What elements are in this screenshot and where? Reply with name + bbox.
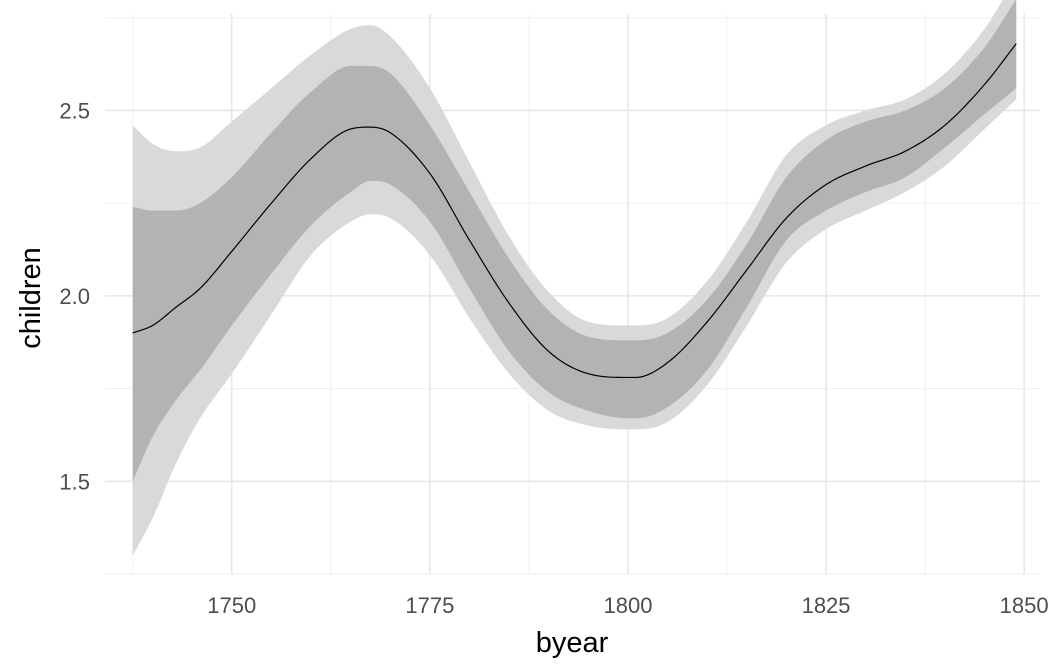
y-tick-labels: 1.5 2.0 2.5 [59,98,90,494]
inner-band [132,0,1017,482]
x-axis-title: byear [536,627,609,659]
y-tick-label: 1.5 [59,469,90,494]
x-tick-label: 1750 [207,593,256,618]
x-tick-label: 1775 [405,593,454,618]
x-tick-label: 1800 [603,593,652,618]
y-axis-title: children [15,247,47,349]
x-tick-label: 1850 [1000,593,1049,618]
x-tick-labels: 1750 1775 1800 1825 1850 [207,593,1048,618]
y-tick-label: 2.0 [59,284,90,309]
confidence-bands [132,0,1017,556]
fit-lines [132,43,1017,379]
y-tick-label: 2.5 [59,98,90,123]
x-tick-label: 1825 [802,593,851,618]
fit-line [132,43,1017,379]
